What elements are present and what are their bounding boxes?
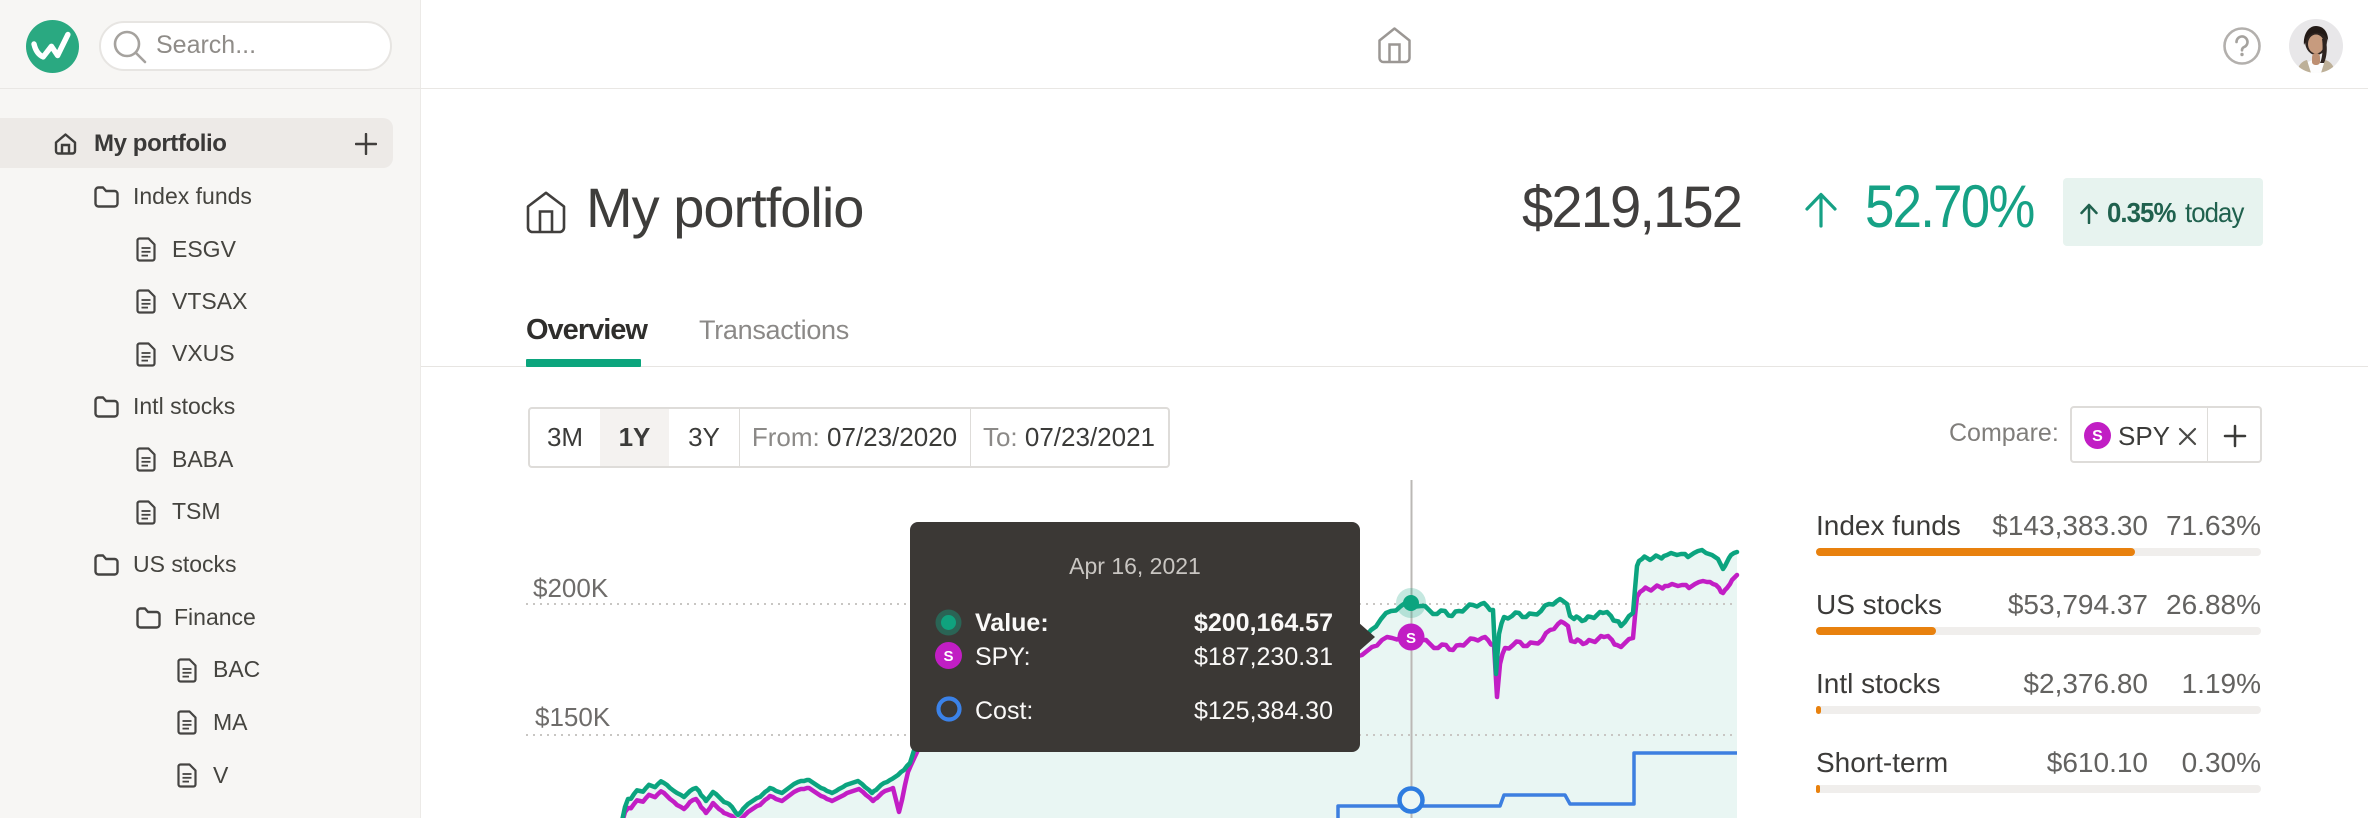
- svg-text:S: S: [1406, 630, 1416, 647]
- svg-text:S: S: [943, 648, 953, 665]
- svg-text:S: S: [2092, 428, 2103, 445]
